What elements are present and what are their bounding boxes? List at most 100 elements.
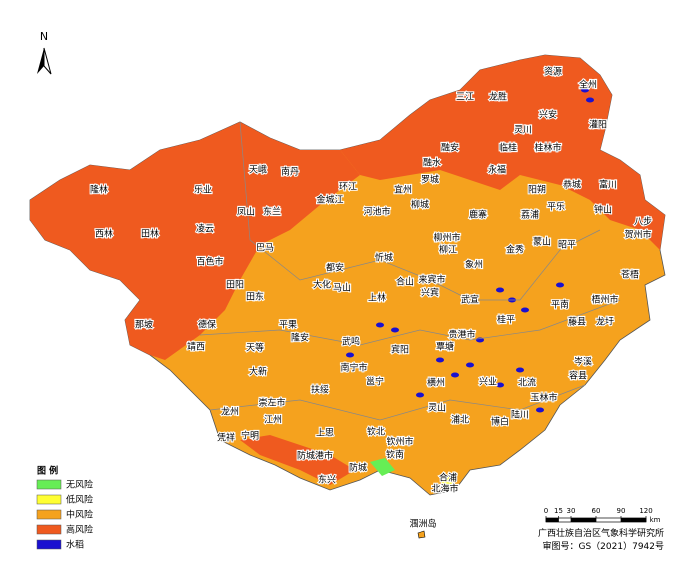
place-label: 灵川 xyxy=(514,125,532,136)
map-shapes xyxy=(29,54,666,539)
place-label: 巴马 xyxy=(256,243,274,254)
rice-patch xyxy=(516,367,524,373)
region-none xyxy=(370,458,395,476)
place-label: 富川 xyxy=(599,179,617,191)
place-label: 上思 xyxy=(316,428,334,439)
place-label: 扶绥 xyxy=(311,384,329,396)
place-label: 钟山 xyxy=(594,204,612,216)
footer-institute: 广西壮族自治区气象科学研究所 xyxy=(538,527,664,539)
rice-patch xyxy=(556,282,564,288)
place-label: 江州 xyxy=(264,415,282,426)
footer-approval: 审图号：GS（2021）7942号 xyxy=(543,540,665,552)
place-label: 平果 xyxy=(279,320,297,331)
rice-patch xyxy=(436,357,444,363)
place-label: 涠洲岛 xyxy=(409,518,436,530)
place-label: 钦南 xyxy=(386,449,404,461)
legend-swatch xyxy=(36,479,62,490)
place-label: 来宾市 xyxy=(418,274,445,286)
place-label: 永福 xyxy=(488,164,506,176)
place-label: 苍梧 xyxy=(621,269,639,281)
place-label: 武宣 xyxy=(461,294,479,306)
place-label: 北流 xyxy=(518,377,536,389)
scale-tick-label: 15 xyxy=(554,507,563,515)
place-label: 靖西 xyxy=(187,341,205,353)
place-label: 八步 xyxy=(634,217,652,228)
place-label: 百色市 xyxy=(196,256,223,268)
place-label: 岑溪 xyxy=(574,356,592,368)
boundary xyxy=(209,384,586,421)
place-label: 浦北 xyxy=(451,414,469,426)
place-label: 灵山 xyxy=(428,403,446,414)
place-label: 象州 xyxy=(465,259,483,271)
place-label: 凌云 xyxy=(196,223,214,235)
place-label: 金城江 xyxy=(316,194,343,206)
place-label: 昭平 xyxy=(558,240,576,251)
rice-patch xyxy=(586,97,594,103)
place-label: 平南 xyxy=(551,299,569,311)
place-label: 大化 xyxy=(313,279,331,291)
place-label: 东兰 xyxy=(263,206,281,218)
scale-segment xyxy=(546,518,559,522)
place-label: 藤县 xyxy=(568,316,586,328)
place-label: 覃塘 xyxy=(436,341,454,353)
rice-patch xyxy=(496,287,504,293)
scale-tick-label: 60 xyxy=(592,507,601,515)
legend-swatch xyxy=(36,524,62,535)
place-label: 上林 xyxy=(368,292,386,304)
place-label: 罗城 xyxy=(421,175,439,186)
place-label: 那坡 xyxy=(135,319,153,331)
place-label: 梧州市 xyxy=(591,294,618,306)
place-label: 宜州 xyxy=(394,184,412,196)
place-label: 临桂 xyxy=(499,142,517,154)
place-label: 金秀 xyxy=(506,244,524,256)
place-label: 贵港市 xyxy=(448,329,475,341)
place-label: 博白 xyxy=(491,416,509,428)
place-label: 防城港市 xyxy=(297,450,333,462)
legend-label: 中风险 xyxy=(66,509,93,521)
place-label: 西林 xyxy=(95,228,113,240)
scale-tick-label: 90 xyxy=(617,507,626,515)
legend-swatch xyxy=(36,509,62,520)
legend-title: 图 例 xyxy=(37,465,58,477)
scale-tick-label: 0 xyxy=(544,507,548,515)
place-label: 三江 xyxy=(456,92,474,103)
rice-patch xyxy=(496,382,504,388)
legend-swatch xyxy=(36,494,62,505)
rice-patch xyxy=(376,322,384,328)
place-label: 阳朔 xyxy=(528,184,546,196)
place-label: 全州 xyxy=(579,79,597,91)
region-low xyxy=(440,476,456,490)
place-label: 天等 xyxy=(246,342,264,354)
place-label: 北海市 xyxy=(431,483,458,495)
place-label: 蒙山 xyxy=(533,236,551,248)
place-label: 恭城 xyxy=(563,180,581,191)
rice-patch xyxy=(391,327,399,333)
boundary xyxy=(199,299,621,346)
place-label: 桂平 xyxy=(497,314,515,326)
legend-label: 低风险 xyxy=(66,494,93,506)
place-label: 环江 xyxy=(339,182,357,193)
place-label: 柳州市 xyxy=(433,232,460,244)
place-label: 邕宁 xyxy=(366,376,384,388)
boundary xyxy=(239,121,601,301)
rice-patch xyxy=(346,352,354,358)
place-label: 宾阳 xyxy=(391,344,409,356)
place-label: 平乐 xyxy=(547,201,565,213)
place-label: 兴安 xyxy=(539,109,557,121)
place-label: 南丹 xyxy=(281,166,299,178)
place-label: 宁明 xyxy=(241,430,259,442)
place-label: 崇左市 xyxy=(258,397,285,409)
north-arrow: N xyxy=(37,30,52,75)
place-label: 忻城 xyxy=(375,252,393,264)
place-label: 龙胜 xyxy=(489,91,507,103)
place-label: 柳城 xyxy=(411,199,429,211)
legend-label: 水稻 xyxy=(66,539,84,551)
place-label: 灌阳 xyxy=(589,119,607,131)
place-label: 陆川 xyxy=(511,409,529,421)
place-label: 玉林市 xyxy=(530,392,557,404)
place-label: 凤山 xyxy=(237,207,255,218)
north-label: N xyxy=(40,30,48,43)
north-arrow-left xyxy=(37,48,44,74)
